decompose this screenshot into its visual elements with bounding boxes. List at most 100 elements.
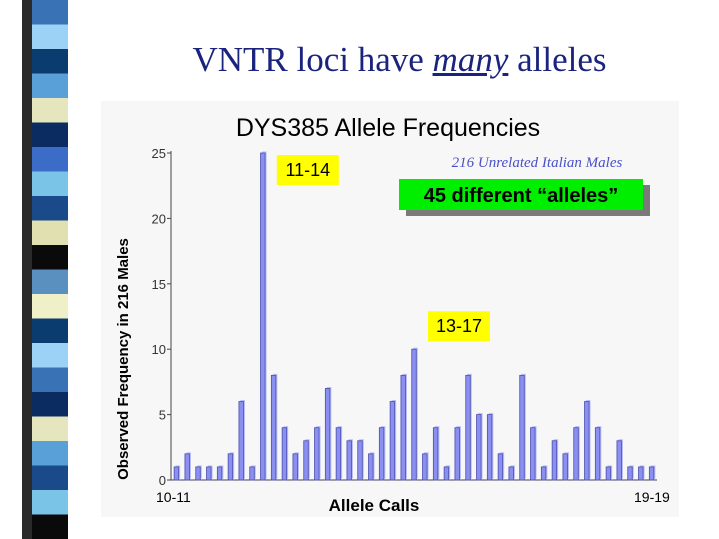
bar-front xyxy=(594,427,601,481)
bar-front xyxy=(281,427,288,481)
bar-front xyxy=(324,388,331,481)
slide-title-text: VNTR loci have xyxy=(192,40,433,79)
bar xyxy=(184,452,191,481)
bar xyxy=(551,439,559,481)
bar-front xyxy=(260,152,266,481)
stripe-segment xyxy=(30,196,68,221)
bar-front xyxy=(648,466,655,481)
bar xyxy=(443,465,451,481)
bar-front xyxy=(173,466,180,481)
x-axis-label: Allele Calls xyxy=(329,496,420,515)
slide-title: VNTR loci have many alleles xyxy=(80,40,719,80)
bar-front xyxy=(335,427,342,481)
bar xyxy=(195,465,202,481)
bar xyxy=(530,426,537,481)
bar-front xyxy=(562,453,568,481)
bar xyxy=(314,426,321,481)
y-tick-label: 15 xyxy=(152,277,166,292)
bar xyxy=(281,426,289,481)
bar xyxy=(389,400,397,481)
bar-front xyxy=(346,440,352,481)
annotation-bg xyxy=(428,311,490,342)
bar xyxy=(227,452,235,481)
stripe-segment xyxy=(30,490,68,515)
bar-front xyxy=(443,466,450,481)
stripe-segment xyxy=(30,367,68,393)
bar-front xyxy=(227,453,234,481)
stripe-segment xyxy=(30,465,68,491)
bar xyxy=(562,452,569,481)
stripe-segment xyxy=(30,343,68,368)
bar-front xyxy=(378,427,385,481)
bar xyxy=(422,452,429,481)
bar xyxy=(594,426,602,481)
bar xyxy=(476,413,483,481)
stripe-segment xyxy=(30,24,68,50)
bar xyxy=(238,400,245,481)
annotations-group: 11-14 13-17 xyxy=(276,155,490,342)
bar-front xyxy=(206,466,212,481)
bar xyxy=(497,452,505,481)
bar xyxy=(270,373,278,481)
callout-box: 45 different “alleles” xyxy=(399,179,650,216)
bar-front xyxy=(519,374,525,481)
bar-front xyxy=(216,466,223,481)
bar xyxy=(486,413,494,481)
bar xyxy=(368,452,375,481)
bar-front xyxy=(422,453,428,481)
stripe-segment xyxy=(30,294,68,319)
stripe-shadow xyxy=(22,0,32,539)
bar xyxy=(378,426,386,481)
bar-front xyxy=(357,440,363,481)
slide-title-emphasis: many xyxy=(432,40,509,79)
bar xyxy=(335,426,343,481)
annotation-label: 13-17 xyxy=(428,311,490,342)
bar-front xyxy=(270,374,277,481)
stripe-segment xyxy=(30,514,68,539)
chart-panel: DYS385 Allele Frequencies 216 Unrelated … xyxy=(101,101,679,517)
y-tick-label: 10 xyxy=(152,342,166,357)
bar-front xyxy=(249,466,255,481)
bar-chart: DYS385 Allele Frequencies 216 Unrelated … xyxy=(115,114,670,515)
annotation-text: 11-14 xyxy=(285,160,330,180)
chart-title: DYS385 Allele Frequencies xyxy=(236,114,540,142)
bar-front xyxy=(486,414,493,481)
bar xyxy=(206,465,213,481)
y-tick-label: 20 xyxy=(152,211,166,226)
bar-front xyxy=(551,440,558,481)
bar xyxy=(638,465,645,481)
stripe-segment xyxy=(30,73,68,99)
bar-front xyxy=(368,453,374,481)
stripe-segment xyxy=(30,416,68,442)
bar xyxy=(648,465,656,481)
annotation-text: 13-17 xyxy=(436,316,482,336)
bar-front xyxy=(238,401,244,481)
bar-front xyxy=(573,427,579,481)
bar xyxy=(357,439,364,481)
stripe-segment xyxy=(30,441,68,466)
bar-front xyxy=(195,466,201,481)
bars-group xyxy=(173,151,656,481)
bar-front xyxy=(497,453,504,481)
stripe-segment xyxy=(30,171,68,197)
bar xyxy=(605,465,613,481)
bar xyxy=(465,373,472,481)
y-tick-label: 0 xyxy=(159,473,166,488)
bar xyxy=(454,426,461,481)
y-axis-label: Observed Frequency in 216 Males xyxy=(115,238,132,480)
bar xyxy=(540,465,548,481)
bar xyxy=(432,426,440,481)
bar-front xyxy=(605,466,612,481)
stripe-segment xyxy=(30,0,68,25)
bar-front xyxy=(432,427,439,481)
bar xyxy=(411,347,418,481)
decorative-stripe-bar xyxy=(22,0,68,539)
chart-subtitle: 216 Unrelated Italian Males xyxy=(452,155,623,171)
stripe-segment xyxy=(30,122,68,148)
bar xyxy=(173,465,181,481)
bar-front xyxy=(530,427,536,481)
bar-front xyxy=(400,374,406,481)
callout-text: 45 different “alleles” xyxy=(424,185,619,207)
annotation-bg xyxy=(276,155,339,185)
bar-front xyxy=(616,440,622,481)
